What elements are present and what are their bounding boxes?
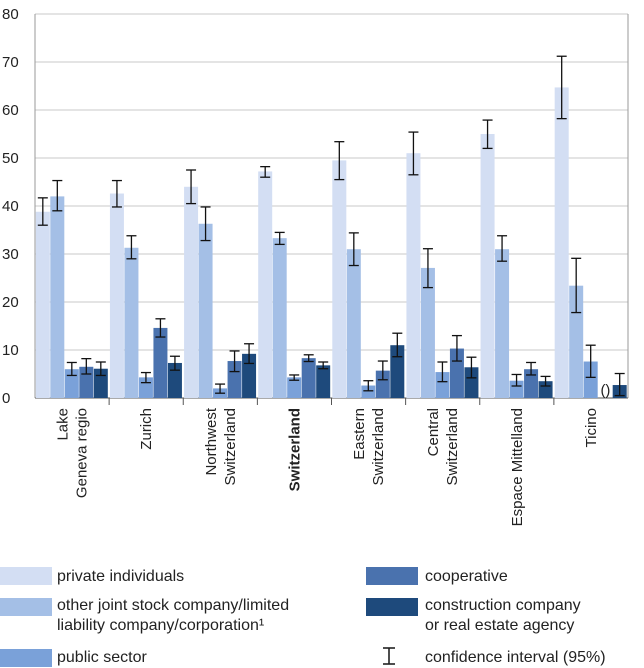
bar	[109, 193, 124, 398]
legend-line: or real estate agency	[425, 617, 575, 634]
legend-swatch-public-sector	[0, 649, 52, 667]
error-bars	[37, 55, 625, 397]
legend-swatch-construction	[366, 598, 418, 616]
x-axis: Lake Geneva regio Zurich Northwest Switzerla…	[55, 407, 600, 526]
x-category-label: Switzerland	[370, 408, 387, 486]
y-tick-label: 60	[2, 102, 19, 119]
bar	[35, 211, 50, 398]
x-category-label: Switzerland	[286, 408, 303, 491]
bar	[346, 249, 361, 398]
y-tick-label: 10	[2, 342, 19, 359]
legend-line: private individuals	[57, 568, 185, 585]
legend-line: liability company/corporation¹	[57, 617, 265, 634]
confidence-interval-icon	[383, 647, 395, 665]
legend-line: confidence interval (95%)	[425, 649, 606, 666]
x-category-label: Switzerland	[222, 408, 239, 486]
x-category-label: Zurich	[138, 408, 155, 450]
bar	[316, 365, 331, 398]
bar	[420, 267, 435, 398]
bar	[153, 327, 168, 398]
bar	[406, 153, 421, 398]
y-tick-label: 20	[2, 294, 19, 311]
bar	[242, 353, 257, 398]
bar	[464, 367, 479, 398]
x-category-label: Ticino	[583, 408, 600, 447]
x-category-label: Geneva regio	[74, 408, 91, 498]
legend-line: public sector	[57, 649, 147, 666]
legend-line: other joint stock company/limited	[57, 597, 290, 614]
x-category-label: Central	[425, 408, 442, 456]
legend-label-construction: construction company or real estate agen…	[425, 596, 581, 636]
bar	[375, 370, 390, 398]
legend-swatch-other-company	[0, 598, 52, 616]
y-tick-label: 70	[2, 54, 19, 71]
bar-chart: 0 10 20 30 40 50 60 70 80 () Lake Geneva regio Zur…	[2, 6, 629, 526]
bar	[495, 249, 510, 398]
x-category-label: Eastern	[351, 408, 368, 460]
x-category-label: Northwest	[203, 407, 220, 475]
bar	[64, 369, 79, 398]
bar	[480, 134, 495, 398]
bars: ()	[35, 87, 627, 399]
y-tick-label: 0	[2, 390, 10, 407]
y-tick-label: 40	[2, 198, 19, 215]
bar	[569, 285, 584, 398]
bar	[435, 372, 450, 398]
bar	[50, 196, 65, 398]
bar	[583, 361, 598, 398]
y-axis: 0 10 20 30 40 50 60 70 80	[2, 6, 19, 407]
bar	[287, 377, 302, 398]
bar	[258, 171, 273, 398]
legend-label-confidence-interval: confidence interval (95%)	[425, 648, 606, 668]
y-tick-label: 80	[2, 6, 19, 23]
bar	[124, 247, 139, 398]
annotation: ()	[600, 382, 610, 399]
y-tick-label: 50	[2, 150, 19, 167]
legend-label-other-company: other joint stock company/limited liabil…	[57, 596, 289, 636]
bar	[390, 345, 405, 398]
bar	[524, 369, 539, 398]
legend-label-private-individuals: private individuals	[57, 567, 184, 587]
grid-lines	[34, 13, 629, 405]
bar	[184, 186, 199, 398]
bar	[167, 362, 182, 398]
bar	[332, 160, 347, 398]
x-category-label: Espace Mittelland	[509, 408, 526, 526]
bar	[509, 380, 524, 398]
bar	[227, 361, 242, 398]
legend-swatch-private-individuals	[0, 567, 52, 585]
legend-label-cooperative: cooperative	[425, 567, 508, 587]
bar	[198, 223, 213, 398]
bar	[554, 87, 569, 398]
legend-label-public-sector: public sector	[57, 648, 147, 668]
legend-swatch-cooperative	[366, 567, 418, 585]
x-category-label: Lake	[55, 408, 72, 441]
bar	[272, 238, 287, 398]
legend-line: construction company	[425, 597, 581, 614]
bar	[301, 358, 316, 398]
bar	[361, 385, 376, 398]
legend-line: cooperative	[425, 568, 508, 585]
x-category-label: Switzerland	[444, 408, 461, 486]
y-tick-label: 30	[2, 246, 19, 263]
